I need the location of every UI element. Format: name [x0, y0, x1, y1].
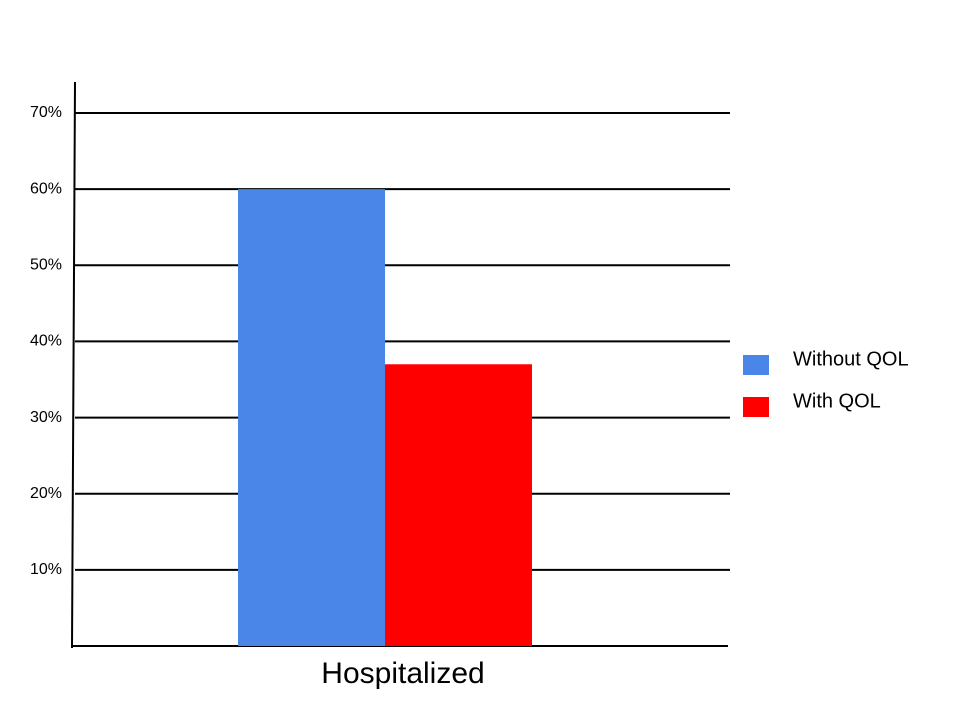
legend-swatch	[743, 355, 769, 375]
y-tick-label: 70%	[30, 104, 62, 121]
y-axis	[71, 81, 76, 649]
legend-swatch	[743, 397, 769, 417]
y-tick-label: 20%	[30, 485, 62, 502]
y-tick-label: 60%	[30, 180, 62, 197]
bar	[385, 364, 532, 646]
y-tick-label: 50%	[30, 257, 62, 274]
y-tick-label: 10%	[30, 561, 62, 578]
legend-label: With QOL	[793, 390, 881, 412]
bar	[238, 189, 385, 646]
y-tick-label: 40%	[30, 333, 62, 350]
legend-label: Without QOL	[793, 348, 909, 370]
x-tick-label: Hospitalized	[321, 657, 484, 690]
y-tick-label: 30%	[30, 409, 62, 426]
